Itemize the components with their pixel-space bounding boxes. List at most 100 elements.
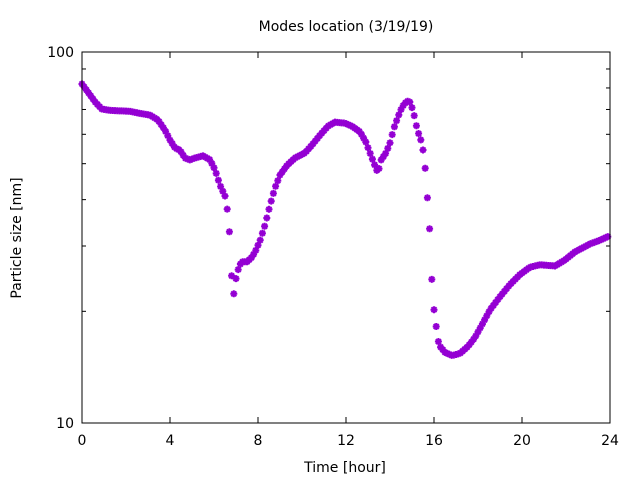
data-point xyxy=(494,296,502,304)
data-point xyxy=(377,156,385,164)
data-point xyxy=(80,83,88,91)
data-point xyxy=(223,205,231,213)
data-point xyxy=(472,332,480,340)
axis-ticks: 0 4 8 12 16 20 24 10 100 xyxy=(47,45,619,449)
data-point xyxy=(234,266,242,274)
data-point xyxy=(247,254,255,262)
data-point xyxy=(166,136,174,144)
data-point xyxy=(485,308,493,316)
data-point xyxy=(470,335,478,343)
y-tick-label: 10 xyxy=(56,416,74,432)
x-tick-label: 4 xyxy=(166,433,175,449)
data-point xyxy=(219,187,227,195)
data-point xyxy=(426,225,434,233)
x-axis-label: Time [hour] xyxy=(303,460,386,476)
x-tick-label: 24 xyxy=(601,433,619,449)
data-point xyxy=(89,95,97,103)
data-point xyxy=(390,123,398,131)
data-point xyxy=(272,182,280,190)
data-point xyxy=(395,111,403,119)
x-tick-label: 0 xyxy=(78,433,87,449)
data-point xyxy=(406,98,414,106)
data-point xyxy=(269,189,277,197)
data-point xyxy=(155,118,163,126)
data-point xyxy=(492,298,500,306)
data-point xyxy=(267,197,275,205)
data-point xyxy=(164,132,172,140)
data-point xyxy=(428,275,436,283)
data-point xyxy=(278,168,286,176)
data-point xyxy=(212,169,220,177)
x-tick-label: 8 xyxy=(254,433,263,449)
data-point xyxy=(87,92,95,100)
data-point xyxy=(382,149,390,157)
data-point xyxy=(82,86,90,94)
data-point xyxy=(487,304,495,312)
data-point xyxy=(434,338,442,346)
plot-border xyxy=(81,51,611,424)
data-point xyxy=(274,177,282,185)
data-point xyxy=(384,144,392,152)
data-point xyxy=(177,148,185,156)
data-point xyxy=(430,306,438,314)
data-point xyxy=(179,151,187,159)
data-point xyxy=(483,312,491,320)
data-point xyxy=(371,161,379,169)
data-point xyxy=(258,229,266,237)
data-point xyxy=(476,324,484,332)
data-point xyxy=(368,155,376,163)
data-point xyxy=(157,121,165,129)
chart-title: Modes location (3/19/19) xyxy=(259,19,434,35)
data-point xyxy=(214,176,222,184)
data-point xyxy=(362,138,370,146)
data-point xyxy=(467,338,475,346)
data-point xyxy=(208,159,216,167)
data-points xyxy=(78,80,612,359)
data-point xyxy=(421,164,429,172)
data-point xyxy=(360,134,368,142)
y-tick-label: 100 xyxy=(47,45,74,61)
y-axis-label: Particle size [nm] xyxy=(9,177,25,298)
data-point xyxy=(375,165,383,173)
data-point xyxy=(232,275,240,283)
x-tick-label: 12 xyxy=(337,433,355,449)
data-point xyxy=(256,236,264,244)
data-point xyxy=(168,140,176,148)
data-point xyxy=(393,117,401,125)
data-point xyxy=(250,250,258,258)
data-point xyxy=(379,153,387,161)
data-point xyxy=(221,192,229,200)
data-point xyxy=(489,301,497,309)
data-point xyxy=(412,122,420,130)
data-point xyxy=(225,228,233,236)
data-point xyxy=(423,194,431,202)
data-point xyxy=(265,205,273,213)
data-point xyxy=(408,104,416,112)
data-point xyxy=(162,127,170,135)
data-point xyxy=(261,222,269,230)
data-point xyxy=(474,328,482,336)
data-point xyxy=(366,149,374,157)
data-point xyxy=(230,290,238,298)
data-point xyxy=(604,233,612,241)
data-point xyxy=(478,320,486,328)
data-point xyxy=(85,89,93,97)
data-point xyxy=(206,156,214,164)
data-point xyxy=(386,139,394,147)
data-point xyxy=(263,214,271,222)
data-point xyxy=(432,323,440,331)
data-point xyxy=(465,341,473,349)
data-point xyxy=(228,272,236,280)
x-tick-label: 20 xyxy=(513,433,531,449)
data-point xyxy=(217,182,225,190)
data-point xyxy=(415,130,423,138)
data-point xyxy=(357,130,365,138)
data-point xyxy=(254,241,262,249)
data-point xyxy=(481,316,489,324)
data-point xyxy=(388,131,396,139)
data-point xyxy=(417,136,425,144)
data-point xyxy=(210,164,218,172)
data-point xyxy=(419,146,427,154)
data-point xyxy=(280,165,288,173)
